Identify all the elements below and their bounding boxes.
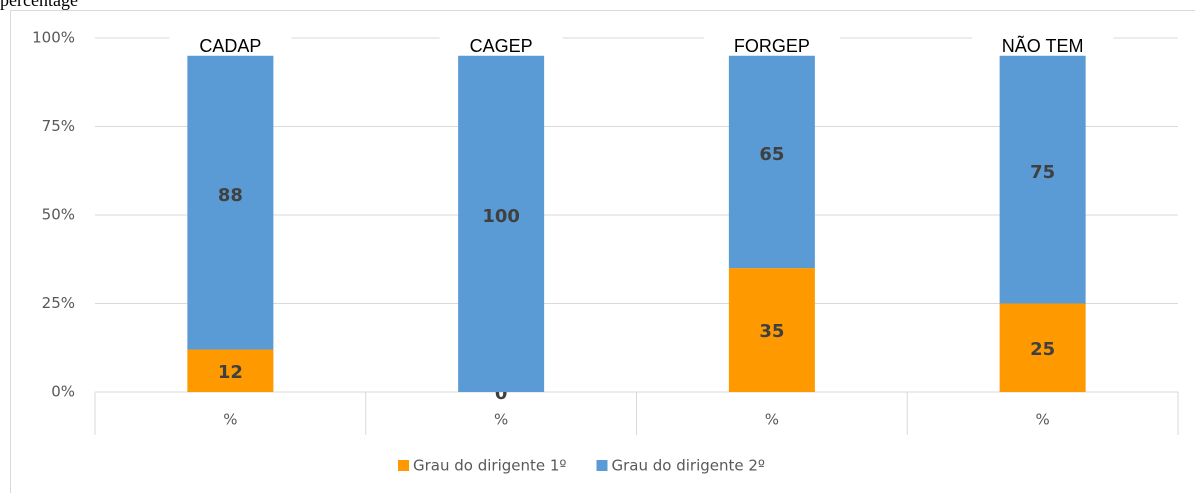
y-tick-label: 0%	[51, 383, 75, 401]
y-tick-label: 75%	[42, 117, 75, 135]
y-tick-label: 100%	[32, 29, 75, 47]
group-label: CAGEP	[470, 36, 533, 56]
legend-swatch	[398, 460, 409, 471]
data-label: 75	[1030, 162, 1055, 183]
x-tick-label: %	[494, 411, 508, 429]
group-label-bg	[439, 35, 563, 56]
data-label: 12	[218, 362, 243, 383]
y-tick-label: 25%	[42, 294, 75, 312]
legend-label: Grau do dirigente 1º	[413, 457, 567, 475]
chart-frame	[10, 10, 1195, 493]
bar-segment	[187, 349, 274, 392]
x-tick-label: %	[1035, 411, 1049, 429]
group-label-bg	[971, 34, 1114, 56]
chart-title: percentage	[0, 0, 78, 10]
group-label: NÃO TEM	[1002, 35, 1084, 56]
legend-label: Grau do dirigente 2º	[612, 457, 766, 475]
data-label: 35	[759, 321, 784, 342]
group-label: FORGEP	[734, 36, 810, 56]
data-label: 65	[759, 144, 784, 165]
y-tick-label: 50%	[42, 206, 75, 224]
bar-segment	[999, 38, 1086, 304]
data-label: 25	[1030, 339, 1055, 360]
bar-segment	[458, 38, 545, 392]
bar-segment	[187, 38, 274, 350]
group-label-bg	[169, 35, 292, 56]
legend-swatch	[596, 460, 608, 471]
group-label: CADAP	[199, 36, 261, 56]
bar-segment	[999, 303, 1086, 392]
group-label-bg	[703, 35, 840, 56]
data-label: 100	[482, 206, 520, 227]
x-tick-label: %	[223, 411, 237, 429]
x-tick-label: %	[765, 411, 779, 429]
bar-segment	[728, 268, 815, 392]
bar-segment	[728, 38, 815, 269]
data-label: 88	[218, 185, 243, 206]
